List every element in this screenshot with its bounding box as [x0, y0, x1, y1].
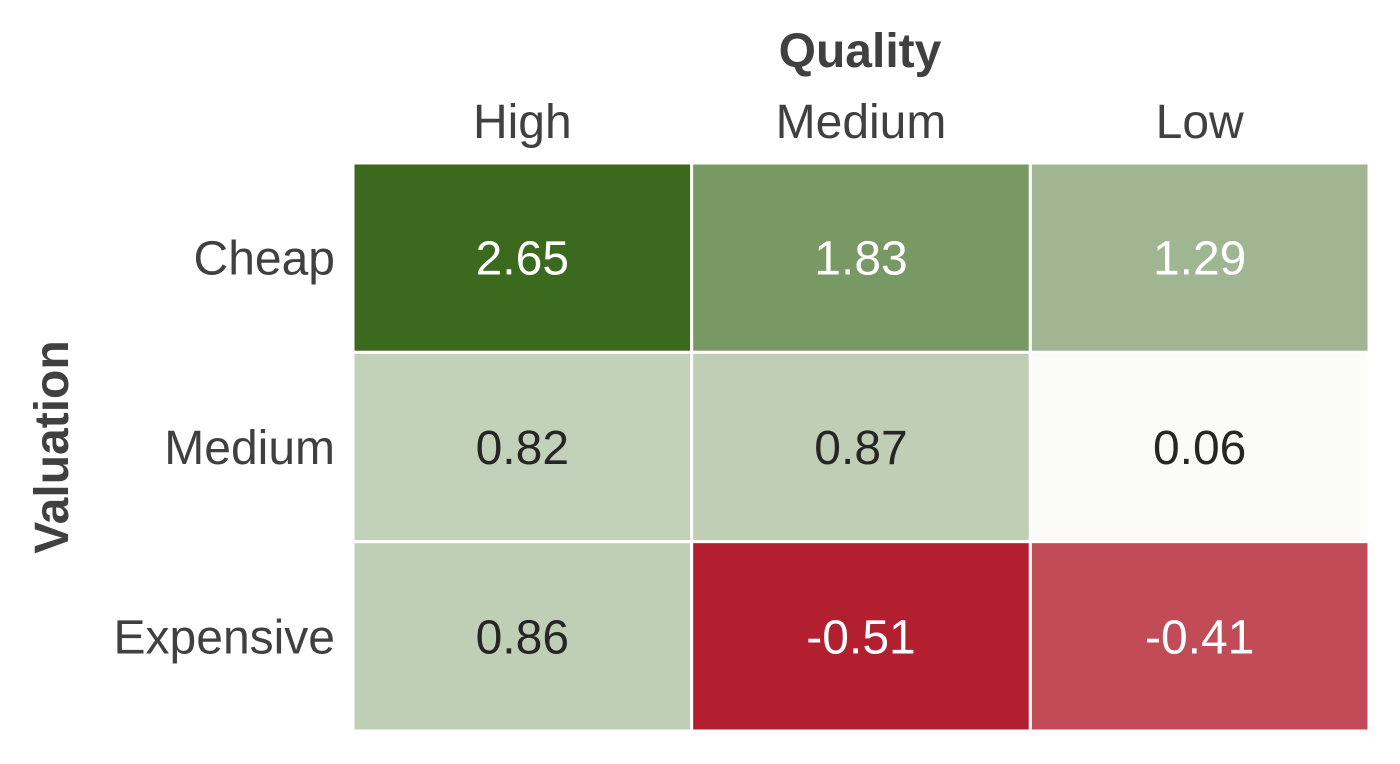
x-tick-label: Low [1156, 96, 1244, 149]
heatmap-cell [1028, 350, 1371, 544]
x-tick-label: Medium [776, 96, 947, 149]
cell-value-label: 0.86 [476, 611, 569, 664]
heatmap-cell [690, 350, 1032, 544]
y-axis-title: Valuation [26, 340, 79, 553]
heatmap-cell [351, 350, 694, 544]
cell-value-label: 0.87 [814, 422, 907, 475]
cell-value-label: -0.51 [806, 611, 915, 664]
heatmap-cell [690, 161, 1032, 354]
y-tick-labels: Cheap Medium Expensive [114, 233, 335, 665]
y-tick-label: Cheap [194, 233, 335, 286]
cell-value-label: 0.82 [476, 422, 569, 475]
cell-value-label: -0.41 [1145, 611, 1254, 664]
heatmap-cell [1028, 540, 1371, 733]
y-tick-label: Medium [164, 422, 335, 475]
x-tick-label: High [473, 96, 572, 149]
heatmap-cell [690, 540, 1032, 733]
heatmap-cells [351, 161, 1371, 733]
cell-value-label: 2.65 [476, 233, 569, 286]
cell-value-label: 1.83 [814, 233, 907, 286]
heatmap-cell [351, 161, 694, 354]
heatmap-cell [351, 540, 694, 733]
x-tick-labels: High Medium Low [473, 96, 1244, 149]
y-tick-label: Expensive [114, 611, 335, 664]
heatmap-cell [1028, 161, 1371, 354]
cell-value-label: 0.06 [1153, 422, 1246, 475]
heatmap-cell-labels: 2.65 1.83 1.29 0.82 0.87 0.06 0.86 -0.51 -0.41 [476, 233, 1255, 665]
cell-value-label: 1.29 [1153, 233, 1246, 286]
x-axis-title: Quality [779, 25, 942, 78]
